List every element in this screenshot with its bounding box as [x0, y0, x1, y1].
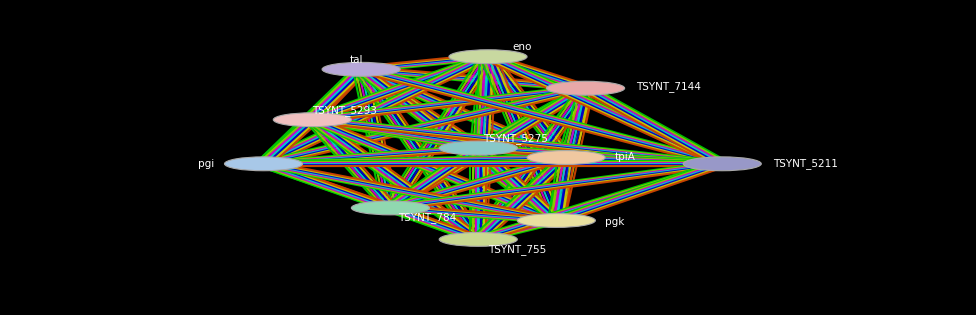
- Ellipse shape: [439, 141, 517, 155]
- Ellipse shape: [351, 201, 429, 215]
- Text: tpiA: tpiA: [615, 152, 635, 163]
- Ellipse shape: [527, 151, 605, 164]
- Text: TSYNT_5211: TSYNT_5211: [773, 158, 837, 169]
- Text: TSYNT_5275: TSYNT_5275: [483, 134, 548, 144]
- Ellipse shape: [547, 81, 625, 95]
- Ellipse shape: [322, 62, 400, 76]
- Ellipse shape: [273, 113, 351, 127]
- Ellipse shape: [683, 157, 761, 171]
- Text: tal: tal: [349, 54, 363, 65]
- Text: TSYNT_784: TSYNT_784: [398, 212, 457, 222]
- Text: pgi: pgi: [198, 159, 215, 169]
- Ellipse shape: [224, 157, 303, 171]
- Text: TSYNT_5293: TSYNT_5293: [312, 105, 377, 116]
- Ellipse shape: [449, 50, 527, 64]
- Text: TSYNT_7144: TSYNT_7144: [636, 81, 701, 92]
- Text: eno: eno: [512, 42, 532, 52]
- Ellipse shape: [439, 232, 517, 246]
- Text: pgk: pgk: [605, 217, 625, 227]
- Ellipse shape: [517, 214, 595, 227]
- Text: TSYNT_755: TSYNT_755: [488, 243, 547, 255]
